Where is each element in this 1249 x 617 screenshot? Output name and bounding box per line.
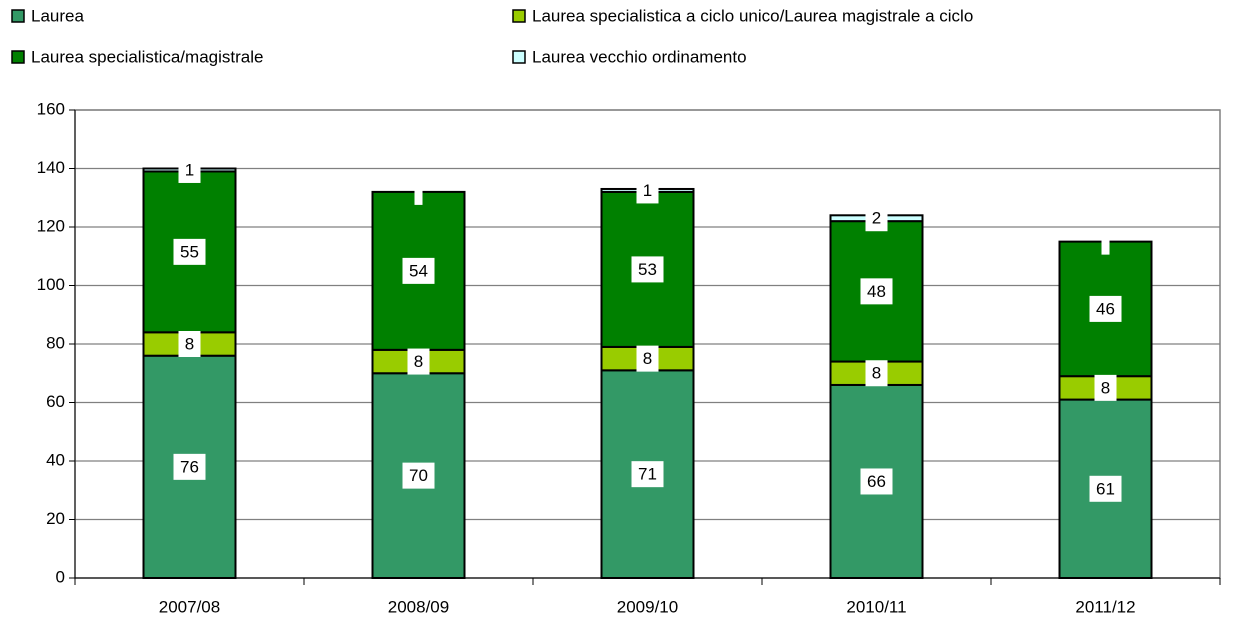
data-label: 8 — [872, 364, 881, 383]
label-box — [636, 177, 659, 204]
y-tick-label: 60 — [46, 392, 65, 411]
legend-label: Laurea vecchio ordinamento — [532, 47, 747, 66]
data-label: 70 — [409, 466, 428, 485]
legend-swatch — [512, 50, 526, 64]
data-label: 8 — [185, 334, 194, 353]
data-label: 53 — [638, 260, 657, 279]
legend-swatch — [11, 50, 25, 64]
x-tick-label: 2007/08 — [159, 597, 220, 616]
label-box — [407, 348, 430, 375]
legend-label: Laurea specialistica a ciclo unico/Laure… — [532, 6, 973, 25]
x-tick-label: 2009/10 — [617, 597, 678, 616]
y-tick-label: 120 — [37, 216, 65, 235]
label-box — [402, 462, 435, 489]
label-box — [631, 461, 664, 488]
data-label: 8 — [414, 352, 423, 371]
x-tick-label: 2010/11 — [846, 597, 906, 616]
y-tick-label: 100 — [37, 275, 65, 294]
label-box — [1089, 295, 1122, 322]
label-box — [1089, 475, 1122, 502]
label-box — [414, 178, 423, 205]
data-label: 2 — [872, 209, 881, 228]
label-box — [402, 257, 435, 284]
legend-swatch — [11, 9, 25, 23]
data-label: 76 — [180, 457, 199, 476]
bar-segment — [142, 354, 237, 580]
data-label: 8 — [643, 349, 652, 368]
y-tick-label: 0 — [56, 567, 65, 586]
label-box — [631, 256, 664, 283]
label-box — [178, 331, 201, 357]
data-label: 61 — [1096, 479, 1115, 498]
legend-label: Laurea specialistica/magistrale — [31, 47, 263, 66]
y-tick-label: 20 — [46, 509, 65, 528]
label-box — [865, 205, 888, 232]
data-label: 46 — [1096, 299, 1115, 318]
label-box — [173, 453, 206, 480]
data-label: 71 — [638, 465, 657, 484]
label-box — [173, 238, 206, 265]
data-label: 48 — [867, 282, 886, 301]
y-tick-label: 80 — [46, 333, 65, 352]
label-box — [178, 156, 201, 183]
data-label: 1 — [643, 181, 652, 200]
data-label: 1 — [185, 160, 194, 179]
y-tick-label: 160 — [37, 99, 65, 118]
y-tick-label: 40 — [46, 450, 65, 469]
label-box — [860, 468, 893, 495]
label-box — [1101, 228, 1110, 255]
legend-swatch — [512, 9, 526, 23]
x-tick-label: 2011/12 — [1075, 597, 1135, 616]
legend-label: Laurea — [31, 6, 84, 25]
data-label: 54 — [409, 261, 428, 280]
data-label: 66 — [867, 472, 886, 491]
label-box — [1094, 374, 1117, 401]
data-label: 55 — [180, 242, 199, 261]
y-tick-label: 140 — [37, 158, 65, 177]
label-box — [865, 360, 888, 387]
label-box — [636, 345, 659, 372]
data-label: 8 — [1101, 378, 1110, 397]
label-box — [860, 278, 893, 305]
x-tick-label: 2008/09 — [388, 597, 449, 616]
